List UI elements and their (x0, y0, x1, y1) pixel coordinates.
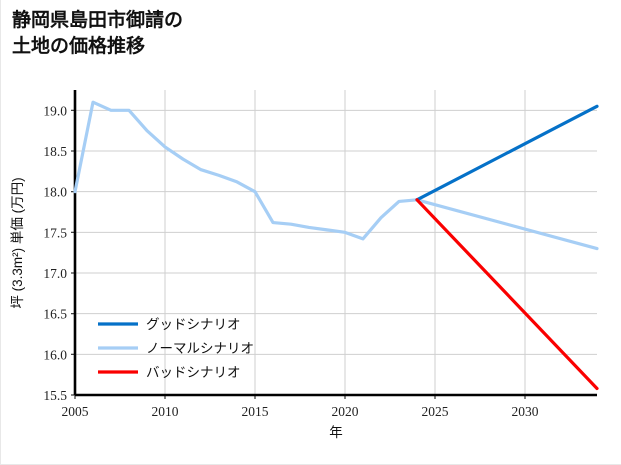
x-tick-label: 2010 (152, 404, 179, 419)
y-tick-label: 19.0 (43, 103, 67, 118)
y-tick-label: 18.0 (43, 185, 67, 200)
x-tick-label: 2020 (332, 404, 359, 419)
series-line-normal (73, 100, 599, 251)
legend-label: バッドシナリオ (146, 365, 241, 380)
x-tick-label: 2015 (242, 404, 269, 419)
x-tick-labels-group: 2005 2010 2015 2020 2025 2030 (62, 395, 539, 419)
y-tick-label: 17.0 (43, 266, 67, 281)
x-tick-label: 2005 (62, 404, 89, 419)
series-line-bad (415, 198, 599, 391)
x-axis-title: 年 (329, 425, 343, 440)
legend-label: グッドシナリオ (146, 317, 241, 332)
y-axis-title: 坪 (3.3m²) 単価 (万円) (10, 177, 25, 308)
y-tick-label: 16.0 (43, 347, 67, 362)
y-tick-labels-group: 15.5 16.0 16.5 17.0 17.5 18.0 18.5 19.0 (43, 103, 75, 403)
chart-title: 静岡県島田市御請の 土地の価格推移 (12, 10, 184, 57)
x-tick-label: 2025 (422, 404, 449, 419)
data-series-group (73, 100, 599, 391)
y-tick-label: 16.5 (43, 307, 67, 322)
series-line-good (415, 104, 599, 202)
y-tick-label: 15.5 (43, 388, 67, 403)
y-tick-label: 17.5 (43, 225, 67, 240)
legend-label: ノーマルシナリオ (146, 341, 254, 356)
x-tick-label: 2030 (512, 404, 539, 419)
y-tick-label: 18.5 (43, 144, 67, 159)
